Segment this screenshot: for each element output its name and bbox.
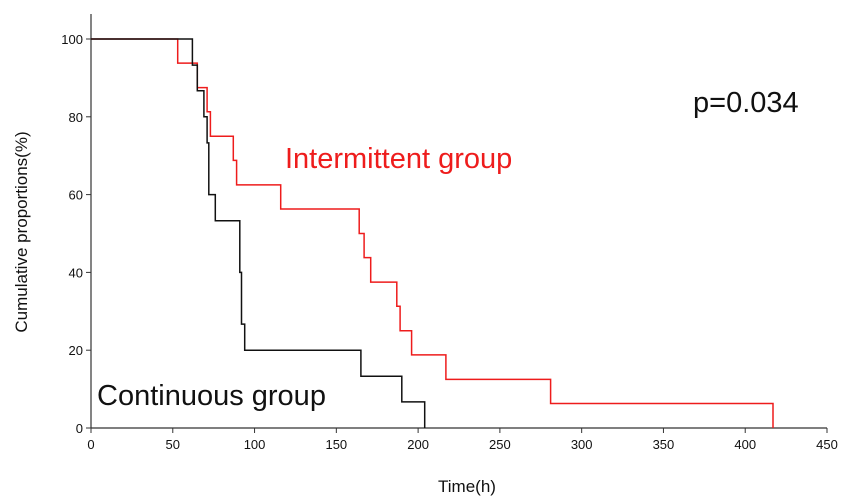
x-tick-label: 400 [734, 437, 756, 452]
x-tick-label: 450 [816, 437, 838, 452]
y-tick-label: 0 [76, 421, 83, 436]
x-tick-label: 200 [407, 437, 429, 452]
continuous-group-label: Continuous group [97, 380, 326, 412]
y-tick-label: 60 [69, 188, 83, 203]
continuous-group-line [91, 38, 426, 428]
y-axis-label: Cumulative proportions(%) [12, 131, 31, 332]
y-tick-labels: 0 20 40 60 80 100 [61, 32, 83, 436]
y-tick-label: 40 [69, 265, 83, 280]
x-axis-label: Time(h) [438, 477, 496, 496]
y-tick-label: 80 [69, 110, 83, 125]
x-tick-label: 150 [325, 437, 347, 452]
x-tick-label: 50 [166, 437, 180, 452]
x-tick-label: 0 [87, 437, 94, 452]
intermittent-group-label: Intermittent group [285, 143, 512, 175]
series-lines [91, 38, 774, 428]
y-tick-label: 20 [69, 343, 83, 358]
x-tick-label: 300 [571, 437, 593, 452]
y-tick-label: 100 [61, 32, 83, 47]
x-tick-label: 350 [653, 437, 675, 452]
x-tick-label: 100 [244, 437, 266, 452]
intermittent-group-line [91, 38, 774, 428]
x-tick-labels: 0 50 100 150 200 250 300 350 400 450 [87, 437, 837, 452]
x-tick-label: 250 [489, 437, 511, 452]
p-value-annotation: p=0.034 [693, 87, 799, 119]
axes [86, 14, 828, 433]
